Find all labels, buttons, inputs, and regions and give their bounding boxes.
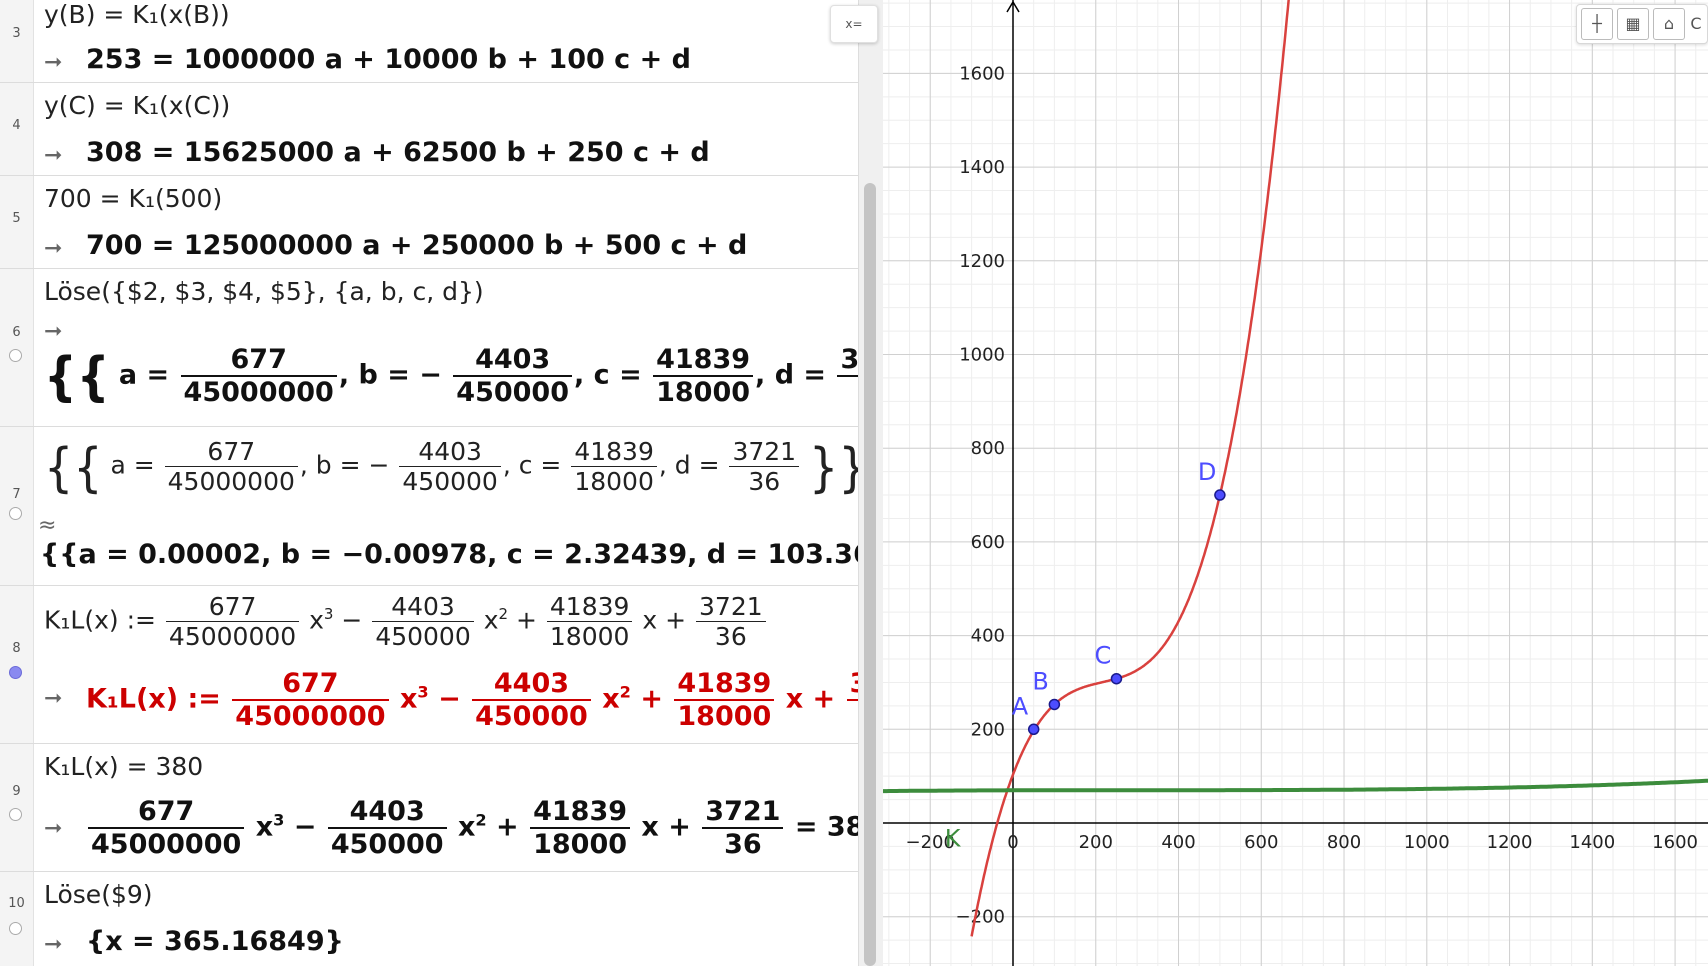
grid-toggle-icon[interactable]: ▦	[1617, 8, 1649, 40]
x-tick-label: 1200	[1487, 832, 1533, 853]
home-icon[interactable]: ⌂	[1653, 8, 1685, 40]
axes-toggle-icon[interactable]: ┼	[1581, 8, 1613, 40]
row-number: 6	[12, 325, 21, 340]
row-number: 9	[12, 784, 21, 799]
cas-input-solution[interactable]: {{ a = 677 45000000, b = − 4403 450000, c …	[44, 435, 868, 498]
y-axis-arrow	[1006, 0, 1020, 13]
x-tick-label: 600	[1244, 832, 1278, 853]
row-gutter	[0, 83, 34, 175]
x-tick-label: 800	[1327, 832, 1361, 853]
row-gutter	[0, 176, 34, 268]
point-D	[1214, 489, 1226, 501]
x-tick-label: 400	[1161, 832, 1195, 853]
cas-input[interactable]: y(C) = K₁(x(C))	[44, 91, 231, 120]
cas-input[interactable]: K₁L(x) = 380	[44, 752, 204, 781]
row-gutter	[0, 586, 34, 743]
x-tick-label: 1600	[1652, 832, 1698, 853]
output-arrow-icon: ➞	[44, 319, 63, 344]
visibility-toggle[interactable]	[9, 808, 22, 821]
output-arrow-icon: ➞	[44, 143, 63, 168]
cas-output: {{a = 0.00002, b = −0.00978, c = 2.32439…	[40, 539, 883, 570]
x-tick-label: 0	[1007, 832, 1018, 853]
x-tick-label: 1000	[1404, 832, 1450, 853]
cas-input[interactable]: Löse({$2, $3, $4, $5}, {a, b, c, d})	[44, 277, 484, 306]
graphics-view[interactable]: −200 0 200 400 600 800 1000 1200 1400 1600 −200 200…	[883, 0, 1708, 966]
cas-output: 700 = 125000000 a + 250000 b + 500 c + d	[86, 230, 748, 261]
y-tick-label: 1200	[959, 251, 1005, 272]
y-tick-label: 1600	[959, 63, 1005, 84]
x-tick-label: 200	[1079, 832, 1113, 853]
red-curve	[970, 0, 1290, 937]
cas-output-definition: K₁L(x) := 677 45000000 x3 − 4403 450000 x2…	[86, 668, 883, 732]
cas-row-4[interactable]: 4 y(C) = K₁(x(C)) ➞ 308 = 15625000 a + 6…	[0, 83, 858, 176]
cas-row-9[interactable]: 9 K₁L(x) = 380 ➞ 677 45000000 x3 − 4403 45…	[0, 744, 883, 872]
cas-output-equation: 677 45000000 x3 − 4403 450000 x2 + 41839 18…	[86, 796, 883, 860]
cas-input[interactable]: 700 = K₁(500)	[44, 184, 223, 213]
cas-output: 253 = 1000000 a + 10000 b + 100 c + d	[86, 44, 691, 75]
row-gutter	[0, 427, 34, 585]
row-number: 5	[12, 211, 21, 226]
visibility-toggle[interactable]	[9, 507, 22, 520]
point-C	[1110, 672, 1123, 685]
cas-output-solution: {{ a = 677 45000000, b = − 4403 450000, c …	[44, 344, 883, 408]
cas-row-7[interactable]: 7 {{ a = 677 45000000, b = − 4403 450000, …	[0, 427, 883, 586]
y-tick-label: −200	[956, 907, 1005, 928]
output-arrow-icon: ➞	[44, 50, 63, 75]
row-number: 10	[8, 896, 25, 911]
cas-input[interactable]: y(B) = K₁(x(B))	[44, 0, 230, 29]
point-B	[1048, 698, 1061, 711]
more-icon[interactable]: C	[1689, 9, 1703, 39]
cas-input-definition[interactable]: K₁L(x) := 677 45000000 x3 − 4403 450000 x2…	[44, 592, 768, 651]
point-label: D	[1198, 458, 1216, 486]
y-tick-label: 1000	[959, 345, 1005, 366]
x-tick-label: −200	[906, 832, 955, 853]
row-number: 7	[12, 487, 21, 502]
cas-row-6[interactable]: 6 Löse({$2, $3, $4, $5}, {a, b, c, d}) ➞…	[0, 269, 883, 427]
y-tick-label: 1400	[959, 157, 1005, 178]
row-number: 8	[12, 641, 21, 656]
visibility-toggle[interactable]	[9, 666, 22, 679]
row-gutter	[0, 872, 34, 966]
cas-row-8[interactable]: 8 K₁L(x) := 677 45000000 x3 − 4403 450000 …	[0, 586, 883, 744]
point-label: A	[1012, 692, 1029, 720]
row-number: 3	[12, 26, 21, 41]
y-tick-label: 200	[971, 719, 1005, 740]
row-number: 4	[12, 118, 21, 133]
cas-row-10[interactable]: 10 Löse($9) ➞ {x = 365.16849}	[0, 872, 858, 966]
cas-output: {x = 365.16849}	[86, 926, 344, 957]
point-label: C	[1094, 642, 1111, 670]
cas-scrollbar[interactable]	[864, 183, 876, 966]
green-curve	[883, 778, 1708, 794]
cas-row-3[interactable]: 3 y(B) = K₁(x(B)) ➞ 253 = 1000000 a + 10…	[0, 0, 858, 83]
algebra-toggle-button[interactable]: x=	[830, 5, 878, 43]
graphics-toolbar: ┼ ▦ ⌂ C	[1576, 4, 1708, 44]
point-A	[1027, 723, 1040, 736]
row-gutter	[0, 269, 34, 426]
cas-row-5[interactable]: 5 700 = K₁(500) ➞ 700 = 125000000 a + 25…	[0, 176, 858, 269]
row-gutter	[0, 744, 34, 871]
cas-output: 308 = 15625000 a + 62500 b + 250 c + d	[86, 137, 710, 168]
visibility-toggle[interactable]	[9, 922, 22, 935]
y-tick-label: 800	[971, 438, 1005, 459]
output-arrow-icon: ➞	[44, 932, 63, 957]
point-label: B	[1032, 667, 1048, 695]
cas-input[interactable]: Löse($9)	[44, 880, 153, 909]
approx-symbol: ≈	[38, 513, 57, 538]
visibility-toggle[interactable]	[9, 349, 22, 362]
row-gutter	[0, 0, 34, 82]
output-arrow-icon: ➞	[44, 236, 63, 261]
cas-view: 3 y(B) = K₁(x(B)) ➞ 253 = 1000000 a + 10…	[0, 0, 883, 966]
output-arrow-icon: ➞	[44, 686, 63, 711]
curve-label: K	[945, 824, 962, 852]
y-tick-label: 600	[971, 532, 1005, 553]
output-arrow-icon: ➞	[44, 816, 63, 841]
graph-canvas[interactable]: −200 0 200 400 600 800 1000 1200 1400 1600 −200 200…	[883, 0, 1708, 966]
y-tick-label: 400	[971, 626, 1005, 647]
x-tick-label: 1400	[1569, 832, 1615, 853]
